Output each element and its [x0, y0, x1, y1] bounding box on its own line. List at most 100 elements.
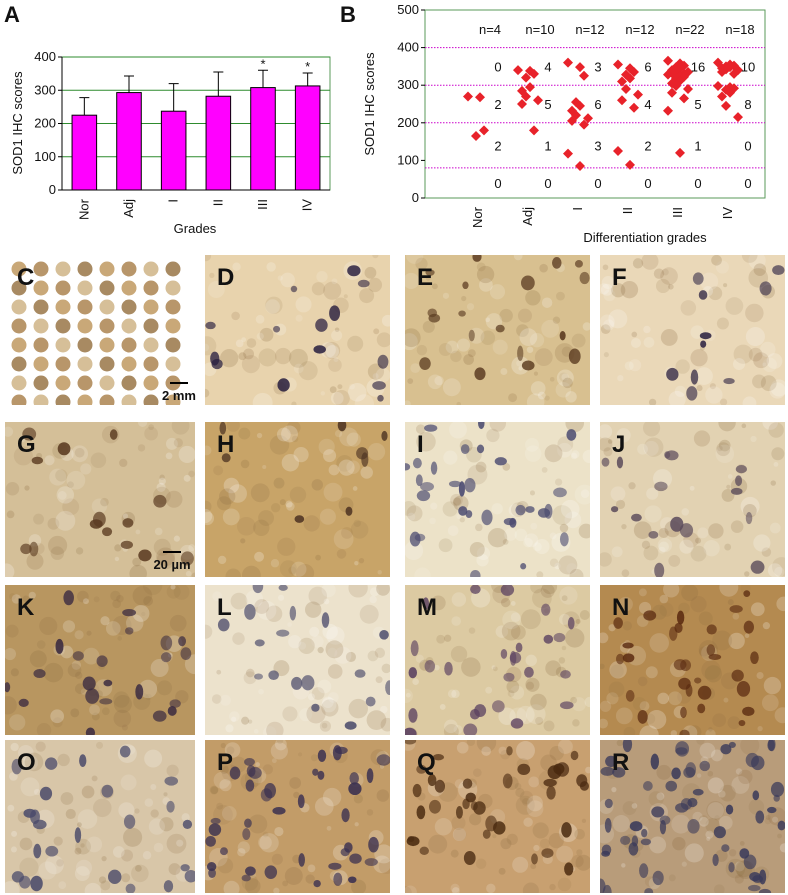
- nucleus: [495, 324, 505, 333]
- texture: [698, 816, 709, 827]
- texture: [326, 626, 345, 645]
- texture: [701, 660, 721, 680]
- texture: [600, 552, 612, 567]
- data-point: [621, 83, 631, 94]
- texture: [279, 560, 297, 577]
- texture: [630, 337, 641, 348]
- data-point: [471, 130, 481, 141]
- tissue-core: [77, 299, 93, 315]
- nucleus: [517, 763, 531, 776]
- texture: [349, 383, 355, 390]
- group-size: n=12: [625, 22, 654, 37]
- panel-label: K: [17, 594, 35, 621]
- texture: [376, 332, 390, 348]
- data-point: [683, 83, 693, 94]
- texture: [158, 477, 166, 485]
- texture: [381, 663, 390, 674]
- texture: [748, 347, 763, 362]
- texture: [255, 762, 260, 767]
- texture: [705, 830, 714, 839]
- texture: [135, 529, 141, 535]
- nucleus: [468, 329, 475, 342]
- texture: [723, 283, 728, 288]
- panel-label: E: [417, 264, 433, 291]
- texture: [748, 255, 766, 270]
- texture: [693, 430, 711, 447]
- texture: [600, 324, 611, 334]
- texture: [66, 470, 86, 490]
- nucleus: [470, 569, 481, 577]
- texture: [571, 333, 586, 348]
- texture: [436, 634, 446, 644]
- texture: [58, 881, 67, 890]
- band-count: 0: [744, 138, 751, 153]
- texture: [253, 519, 270, 536]
- texture: [732, 613, 740, 620]
- texture: [310, 754, 318, 762]
- nucleus: [412, 783, 422, 798]
- panel-label: M: [417, 594, 437, 621]
- texture: [559, 613, 571, 625]
- texture: [504, 528, 517, 541]
- texture: [216, 802, 224, 810]
- nucleus: [751, 755, 765, 771]
- texture: [217, 555, 227, 565]
- texture: [662, 268, 669, 276]
- tissue-core: [11, 299, 27, 315]
- nucleus: [515, 504, 526, 516]
- data-point: [729, 68, 739, 79]
- texture: [299, 708, 313, 722]
- nucleus: [712, 853, 719, 867]
- nucleus: [650, 753, 660, 770]
- texture: [134, 808, 140, 814]
- nucleus: [208, 823, 222, 836]
- texture: [475, 858, 487, 870]
- texture: [564, 511, 582, 529]
- texture: [317, 679, 332, 694]
- texture: [771, 447, 785, 461]
- texture: [165, 490, 183, 508]
- texture: [309, 626, 320, 637]
- nucleus: [164, 776, 179, 786]
- texture: [67, 481, 74, 489]
- texture: [705, 386, 723, 404]
- nucleus: [525, 506, 535, 513]
- panel-label: H: [217, 431, 234, 458]
- texture: [250, 483, 270, 503]
- texture: [429, 517, 436, 525]
- nucleus: [416, 490, 431, 502]
- texture: [727, 474, 733, 479]
- texture: [719, 585, 739, 597]
- texture: [655, 278, 671, 294]
- bar: [116, 92, 142, 191]
- nucleus: [424, 659, 436, 673]
- nucleus: [356, 447, 369, 460]
- texture: [86, 630, 92, 636]
- texture: [49, 468, 67, 486]
- data-point: [633, 89, 643, 100]
- texture: [333, 389, 350, 405]
- texture: [453, 497, 462, 506]
- texture: [690, 545, 707, 562]
- texture: [350, 520, 369, 539]
- nucleus: [252, 585, 264, 594]
- nucleus: [690, 369, 699, 385]
- texture: [293, 791, 300, 799]
- tissue-core: [143, 299, 159, 315]
- texture: [476, 546, 491, 561]
- texture: [600, 632, 609, 644]
- texture: [660, 517, 675, 532]
- texture: [668, 390, 686, 405]
- nucleus: [354, 669, 366, 678]
- texture: [715, 444, 735, 464]
- y-tick-label: 100: [397, 152, 419, 167]
- nucleus: [698, 290, 708, 300]
- texture: [50, 546, 65, 560]
- texture: [527, 795, 543, 812]
- nucleus: [743, 620, 754, 634]
- nucleus: [503, 672, 515, 682]
- texture: [327, 647, 338, 658]
- band-count: 0: [694, 176, 701, 191]
- texture: [347, 383, 367, 402]
- texture: [450, 350, 462, 363]
